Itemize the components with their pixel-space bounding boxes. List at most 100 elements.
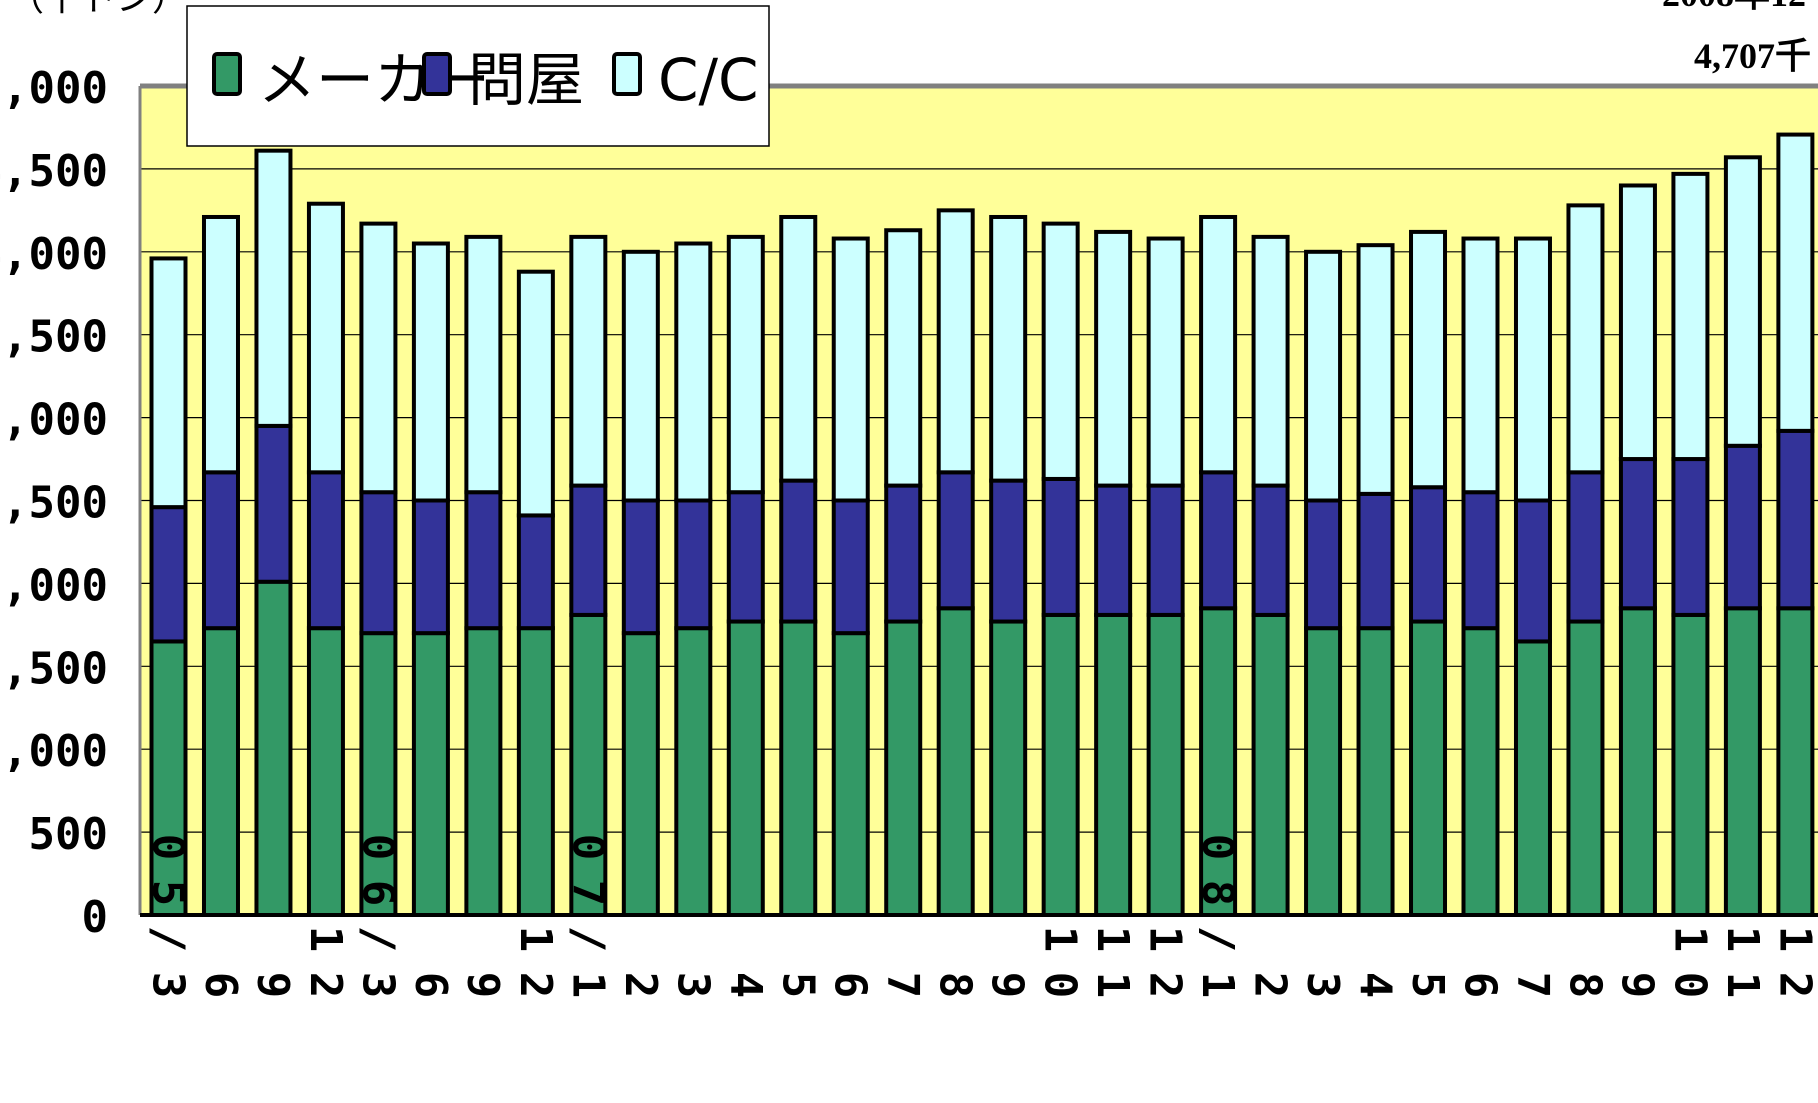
x-tick-label: 6 [1455,972,1506,999]
x-tick-char: 6 [825,972,876,999]
x-tick-label: 12 [1140,926,1191,999]
bar-wholesaler [1411,487,1445,621]
bar-wholesaler [676,501,710,629]
x-tick-char: 2 [615,972,666,999]
bar-cc [204,217,238,472]
x-tick-char: 2 [1245,972,1296,999]
legend-label-maker: メーカー [258,46,490,114]
bar-cc [152,258,186,507]
x-tick-char: 5 [143,880,194,907]
bar-cc [886,230,920,485]
y-tick-label: 3,000 [0,395,108,446]
y-tick-label: 5,000 [0,63,108,114]
x-tick-label: 11 [1717,926,1768,999]
bar-cc [1568,205,1602,472]
bar-wholesaler [519,515,553,628]
x-tick-char: 6 [195,972,246,999]
y-tick-label: 0 [82,892,109,943]
x-tick-label: 4 [1350,972,1401,999]
x-tick-char: 7 [877,972,928,999]
y-tick-label: 4,000 [0,229,108,280]
x-tick-char: 9 [457,972,508,999]
x-tick-label: 8 [930,972,981,999]
bar-maker [1568,622,1602,915]
x-tick-char: 1 [1035,926,1086,953]
x-tick-char: 4 [720,972,771,999]
bar-wholesaler [1306,501,1340,629]
y-tick-label: 4,500 [0,146,108,197]
x-tick-char: 5 [1402,972,1453,999]
bar-cc [1254,237,1288,486]
x-tick-char: 1 [1087,972,1138,999]
legend-label-cc: C/C [658,46,759,114]
y-tick-label: 1,500 [0,643,108,694]
bar-cc [1044,224,1078,479]
bar-maker [519,628,553,915]
bar-maker [256,582,290,915]
x-tick-label: 8 [1559,972,1610,999]
legend-swatch-cc [614,54,640,94]
bar-wholesaler [1201,472,1235,608]
x-tick-char: 1 [300,926,351,953]
bar-maker [1726,608,1760,915]
x-tick-label: 9 [1612,972,1663,999]
total-annotation: 4,707千 [1694,36,1811,76]
bar-wholesaler [1726,446,1760,608]
bar-wholesaler [1096,486,1130,615]
bar-cc [1621,185,1655,459]
bar-maker [466,628,500,915]
bar-maker [1516,641,1550,915]
bar-maker [414,633,448,915]
x-tick-label: 12 [300,926,351,999]
bar-cc [676,244,710,501]
x-tick-char: 1 [1140,926,1191,953]
bar-wholesaler [1464,492,1498,628]
bar-cc [1149,239,1183,486]
bar-wholesaler [729,492,763,621]
bar-cc [1516,239,1550,501]
x-tick-label: 3 [1297,972,1348,999]
x-tick-label: 10 [1035,926,1086,999]
bar-wholesaler [1568,472,1602,621]
x-tick-char: 2 [510,972,561,999]
bar-maker [1621,608,1655,915]
x-tick-char: 2 [300,972,351,999]
bar-maker [1359,628,1393,915]
y-tick-label: 2,000 [0,560,108,611]
bar-maker [1464,628,1498,915]
bar-wholesaler [152,507,186,641]
x-tick-char: 8 [1559,972,1610,999]
bar-wholesaler [1673,459,1707,615]
x-tick-label: 6 [195,972,246,999]
x-tick-char: 3 [143,972,194,999]
bar-cc [519,272,553,516]
bar-maker [834,633,868,915]
bar-wholesaler [1516,501,1550,642]
x-tick-label: 12 [1769,926,1818,999]
bar-wholesaler [991,481,1025,622]
x-tick-label: 6 [405,972,456,999]
bar-maker [939,608,973,915]
x-tick-char: 9 [982,972,1033,999]
x-tick-char: 0 [562,834,613,861]
unit-label: （千トン） [8,0,188,19]
x-tick-char: 1 [1087,926,1138,953]
bar-cc [571,237,605,486]
bar-maker [1044,615,1078,915]
legend-swatch-wholesaler [424,54,450,94]
bar-cc [309,204,343,473]
x-tick-char: 0 [143,834,194,861]
bar-maker [1254,615,1288,915]
bar-maker [676,628,710,915]
bar-maker [1673,615,1707,915]
x-tick-char: 1 [1192,972,1243,999]
bar-wholesaler [204,472,238,628]
bar-cc [1306,252,1340,501]
bar-maker [1201,608,1235,915]
bar-wholesaler [1778,431,1812,608]
bar-wholesaler [571,486,605,615]
bar-maker [1149,615,1183,915]
bar-cc [1726,157,1760,445]
y-tick-label: 3,500 [0,312,108,363]
